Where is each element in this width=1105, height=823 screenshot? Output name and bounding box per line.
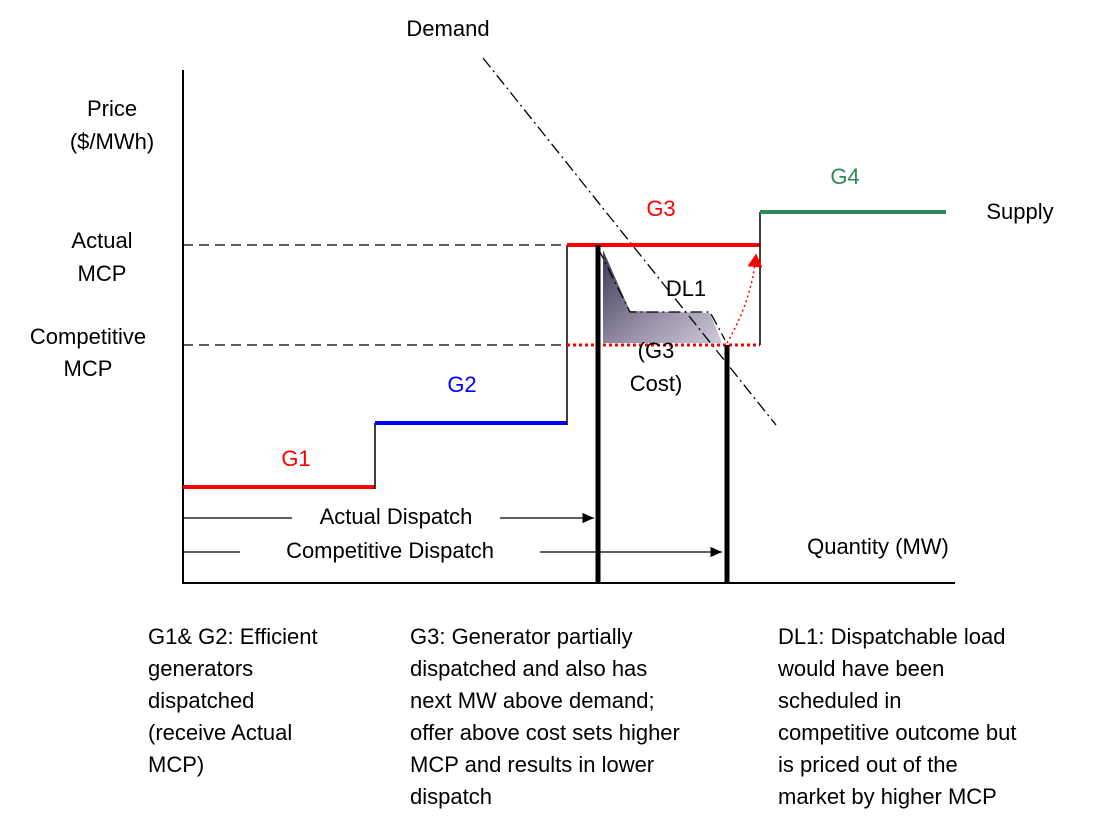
dl1-label: DL1 [666, 276, 706, 301]
g4-label: G4 [830, 164, 859, 189]
note-line: scheduled in [778, 688, 902, 713]
supply-curve [183, 210, 946, 489]
dl1-line [597, 247, 726, 341]
note-line: is priced out of the [778, 752, 958, 777]
note-line: (receive Actual [148, 720, 292, 745]
note-line: MCP and results in lower [410, 752, 654, 777]
g2-label: G2 [447, 372, 476, 397]
note-line: G3: Generator partially [410, 624, 633, 649]
note-line: dispatched and also has [410, 656, 647, 681]
note-line: G1& G2: Efficient [148, 624, 318, 649]
price-label: ($/MWh) [70, 129, 154, 154]
note-line: dispatched [148, 688, 254, 713]
competitive-mcp-label: MCP [64, 356, 113, 381]
g3-cost-label: Cost) [630, 371, 683, 396]
price-label: Price [87, 96, 137, 121]
note-line: generators [148, 656, 253, 681]
note-line: next MW above demand; [410, 688, 655, 713]
g1-label: G1 [281, 446, 310, 471]
axes [182, 70, 955, 584]
note-line: MCP) [148, 752, 204, 777]
note-line: dispatch [410, 784, 492, 809]
actual-mcp-label: MCP [78, 261, 127, 286]
quantity-label: Quantity (MW) [807, 534, 949, 559]
note-line: market by higher MCP [778, 784, 997, 809]
note-line: DL1: Dispatchable load [778, 624, 1005, 649]
actual-dispatch-label: Actual Dispatch [320, 504, 473, 529]
note-line: competitive outcome but [778, 720, 1016, 745]
dispatch-arrows [183, 512, 722, 558]
notes: G1& G2: Efficient generators dispatched (re… [148, 624, 1016, 809]
g3-label: G3 [646, 196, 675, 221]
supply-label: Supply [986, 199, 1053, 224]
competitive-dispatch-label: Competitive Dispatch [286, 538, 494, 563]
note-line: offer above cost sets higher [410, 720, 680, 745]
note-line: would have been [777, 656, 944, 681]
mcp-dashes [183, 244, 567, 346]
demand-label: Demand [406, 16, 489, 41]
price-arrow [726, 253, 763, 344]
competitive-mcp-label: Competitive [30, 324, 146, 349]
g3-cost-label: (G3 [638, 338, 675, 363]
actual-mcp-label: Actual [71, 228, 132, 253]
